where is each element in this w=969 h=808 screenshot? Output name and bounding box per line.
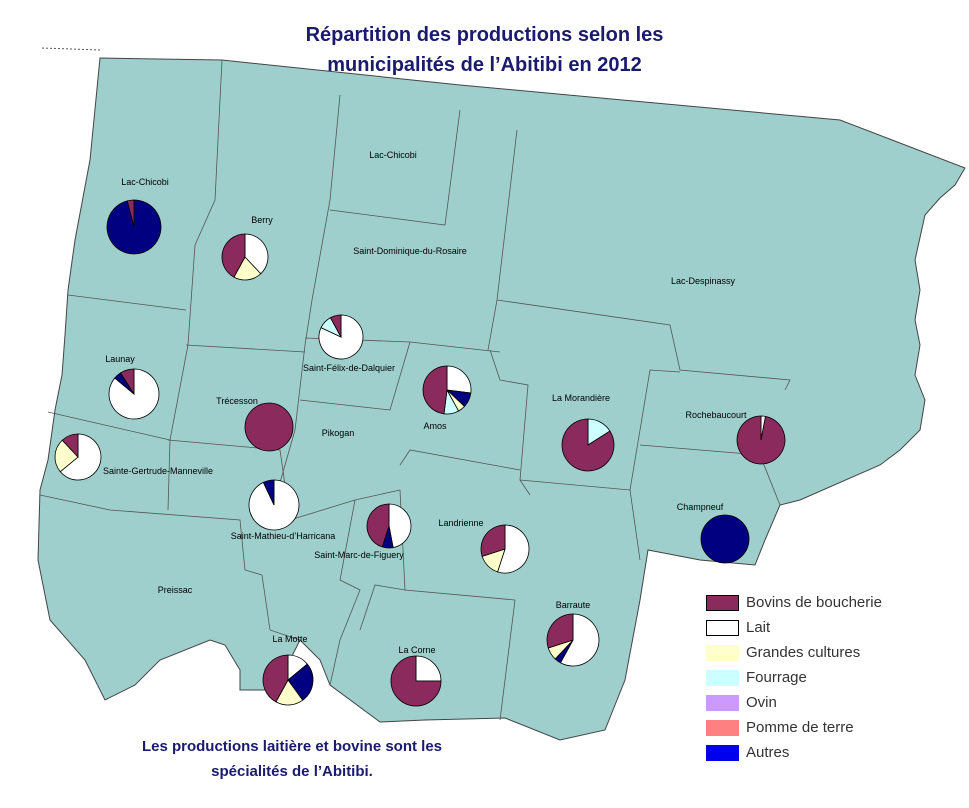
pie-slice-sainte-gertrude-manneville-bovins [61, 433, 79, 459]
label-saint-marc: Saint-Marc-de-Figuery [314, 550, 404, 560]
legend-item-grandes-cultures: Grandes cultures [706, 640, 882, 665]
label-landrienne: Landrienne [438, 518, 484, 528]
note-line-1: Les productions laitière et bovine sont … [141, 738, 443, 755]
legend-label: Lait [746, 619, 771, 636]
pie-slice-landrienne-lait [497, 524, 530, 574]
legend-swatch-autres [706, 744, 739, 761]
legend-item-pomme-de-terre: Pomme de terre [706, 715, 882, 740]
label-lac-chicobi-north: Lac-Chicobi [369, 150, 417, 160]
pie-slice-amos-lait [446, 365, 472, 394]
pie-slice-la-corne-bovins [390, 655, 442, 707]
legend-swatch-bovins [706, 594, 739, 611]
legend-label: Ovin [746, 694, 777, 711]
legend-swatch-fourrage [706, 669, 739, 686]
pie-slice-la-corne-lait [415, 655, 442, 682]
label-amos: Amos [423, 421, 447, 431]
legend-item-autres: Autres [706, 740, 882, 765]
legend-item-fourrage: Fourrage [706, 665, 882, 690]
legend-label: Bovins de boucherie [746, 594, 882, 611]
label-saint-dominique: Saint-Dominique-du-Rosaire [353, 246, 467, 256]
legend-item-lait: Lait [706, 615, 882, 640]
pie-slice-saint-mathieu-d-harricana-autres [262, 479, 275, 506]
title-line-1: Répartition des productions selon les [305, 24, 664, 46]
pie-charts [54, 199, 786, 707]
label-barraute: Barraute [555, 600, 591, 610]
label-lac-despinassy: Lac-Despinassy [670, 276, 736, 286]
label-pikogan: Pikogan [321, 428, 355, 438]
label-launay: Launay [105, 354, 135, 364]
legend-label: Pomme de terre [746, 719, 854, 736]
pie-slice-trecesson-bovins [244, 402, 294, 452]
label-saint-felix: Saint-Félix-de-Dalquier [302, 363, 396, 373]
pie-slice-landrienne-bovins [480, 524, 506, 557]
note-line-2: spécialités de l’Abitibi. [211, 763, 373, 780]
pie-slice-sainte-gertrude-manneville-grandes-cultures [54, 439, 79, 473]
label-rochebaucourt: Rochebaucourt [685, 410, 747, 420]
label-berry: Berry [251, 215, 273, 225]
pie-slice-launay-bovins [120, 368, 135, 396]
pie-slice-barraute-bovins [546, 613, 574, 649]
legend: Bovins de boucherie Lait Grandes culture… [706, 590, 882, 765]
pie-slice-saint-marc-de-figuery-lait [388, 503, 412, 549]
legend-swatch-grandes-cultures [706, 644, 739, 661]
pie-slice-sainte-gertrude-manneville-lait [59, 433, 102, 481]
legend-item-bovins: Bovins de boucherie [706, 590, 882, 615]
pie-slice-lac-chicobi-bovins [126, 199, 135, 228]
dashed-boundary [41, 47, 101, 51]
legend-label: Grandes cultures [746, 644, 861, 661]
label-saint-mathieu: Saint-Mathieu-d’Harricana [230, 531, 336, 541]
legend-label: Fourrage [746, 669, 807, 686]
pie-slice-berry-bovins [221, 233, 246, 278]
pie-slice-amos-bovins [422, 365, 448, 415]
label-la-corne: La Corne [398, 645, 436, 655]
label-la-morandiere: La Morandière [551, 393, 611, 403]
pie-slice-berry-lait [244, 233, 269, 275]
legend-swatch-pomme-de-terre [706, 719, 739, 736]
pie-slice-saint-felix-de-dalquier-bovins [329, 314, 342, 338]
pie-slice-champneuf-autres [700, 514, 750, 564]
label-champneuf: Champneuf [676, 502, 724, 512]
pie-slice-la-morandiere-bovins [561, 418, 615, 472]
pie-slice-la-motte-bovins [262, 654, 289, 703]
pie-slice-saint-marc-de-figuery-bovins [366, 503, 390, 548]
legend-item-ovin: Ovin [706, 690, 882, 715]
region-outline [37, 57, 966, 741]
label-lac-chicobi-west: Lac-Chicobi [121, 177, 169, 187]
title-line-2: municipalités de l’Abitibi en 2012 [327, 54, 642, 76]
pie-slice-rochebaucourt-bovins [736, 415, 786, 465]
legend-swatch-ovin [706, 694, 739, 711]
label-preissac: Preissac [157, 585, 193, 595]
legend-swatch-lait [706, 619, 739, 636]
label-sainte-gertrude: Sainte-Gertrude-Manneville [102, 466, 214, 476]
legend-label: Autres [746, 744, 790, 761]
pie-slice-barraute-lait [559, 613, 600, 667]
label-trecesson: Trécesson [216, 396, 258, 406]
pie-slice-la-motte-autres [287, 663, 314, 701]
label-la-motte: La Motte [272, 634, 308, 644]
